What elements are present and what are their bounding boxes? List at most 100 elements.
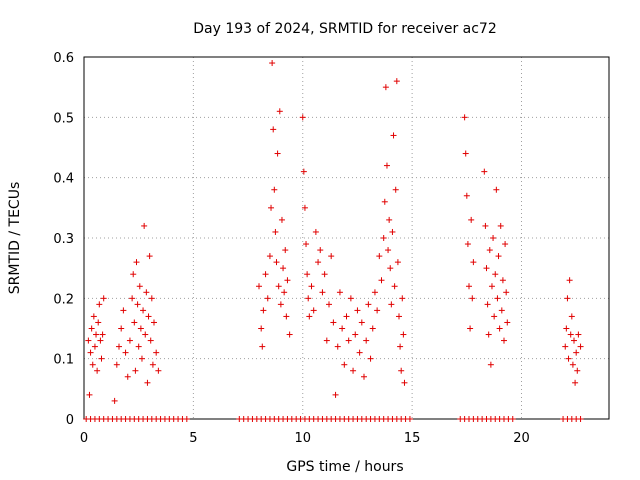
data-point	[87, 349, 94, 356]
data-point	[483, 265, 490, 272]
data-point	[124, 373, 131, 380]
data-point	[509, 416, 516, 422]
data-point	[319, 289, 326, 296]
data-point	[136, 283, 143, 290]
data-point	[85, 337, 92, 344]
data-point	[495, 253, 502, 260]
data-point	[275, 283, 282, 290]
data-point	[361, 373, 367, 380]
data-point	[120, 307, 127, 314]
x-tick-labels: 0 5 10 15 20	[80, 431, 530, 446]
data-point	[496, 325, 503, 332]
data-point	[575, 331, 582, 338]
chart-title: Day 193 of 2024, SRMTID for receiver ac7…	[193, 21, 497, 37]
y-tick-labels: 0 0.1 0.2 0.3 0.4 0.5 0.6	[53, 51, 74, 428]
data-point	[467, 325, 474, 332]
data-point	[470, 259, 477, 266]
data-point	[358, 319, 365, 326]
data-point	[141, 222, 148, 229]
data-point	[363, 337, 370, 344]
data-point	[277, 301, 284, 308]
data-point	[498, 307, 505, 314]
data-point	[271, 186, 278, 193]
y-tick-label: 0.1	[53, 353, 74, 368]
data-point	[264, 295, 271, 302]
data-point	[573, 349, 580, 356]
data-point	[567, 331, 574, 338]
data-point	[130, 271, 137, 278]
y-tick-label: 0.4	[53, 172, 74, 187]
data-point	[464, 241, 471, 248]
data-point	[256, 283, 262, 290]
data-point	[262, 271, 269, 278]
data-point	[323, 337, 330, 344]
data-point	[143, 289, 150, 296]
data-point	[286, 331, 293, 338]
data-point	[386, 216, 393, 223]
data-point	[391, 283, 398, 290]
data-point	[568, 313, 575, 320]
data-point	[463, 192, 470, 199]
data-point	[378, 277, 385, 284]
data-point	[332, 391, 339, 398]
data-point	[486, 247, 493, 254]
data-point	[272, 228, 279, 235]
data-point	[341, 361, 348, 368]
y-tick-label: 0	[66, 413, 74, 428]
data-point	[356, 349, 363, 356]
data-point	[382, 84, 389, 91]
data-point	[266, 253, 273, 260]
data-point	[504, 319, 511, 326]
data-point	[392, 186, 399, 193]
data-point	[142, 331, 149, 338]
data-point	[493, 186, 500, 193]
y-tick-label: 0.2	[53, 292, 74, 307]
data-point	[258, 325, 265, 332]
x-tick-label: 5	[189, 431, 197, 446]
data-point	[563, 325, 570, 332]
data-point	[367, 355, 374, 362]
data-point	[301, 204, 308, 211]
data-point	[481, 168, 488, 175]
data-point	[153, 349, 160, 356]
data-point	[97, 337, 104, 344]
x-tick-label: 20	[513, 431, 530, 446]
data-point	[354, 307, 361, 314]
data-point	[269, 60, 276, 67]
data-point	[183, 416, 190, 422]
data-point	[374, 307, 381, 314]
data-point	[305, 295, 312, 302]
data-point	[330, 319, 337, 326]
data-point	[308, 283, 315, 290]
data-point	[284, 277, 291, 284]
y-axis-label: SRMTID / TECUs	[7, 182, 23, 295]
data-point	[151, 319, 157, 326]
data-point	[401, 379, 408, 386]
data-point	[565, 355, 572, 362]
data-point	[149, 361, 156, 368]
data-point	[321, 271, 328, 278]
data-point	[491, 313, 498, 320]
data-point	[317, 247, 324, 254]
data-point	[86, 391, 93, 398]
data-point	[328, 253, 335, 260]
data-point	[482, 222, 489, 229]
data-point	[111, 397, 118, 404]
data-point	[468, 216, 475, 223]
data-point	[259, 343, 266, 350]
data-point	[118, 325, 125, 332]
data-point	[155, 367, 162, 374]
data-point	[503, 289, 510, 296]
data-point	[385, 247, 392, 254]
data-point	[492, 271, 499, 278]
data-point	[369, 325, 376, 332]
data-point	[276, 108, 283, 115]
data-point	[147, 337, 154, 344]
data-point	[343, 313, 350, 320]
data-point	[270, 126, 277, 133]
x-tick-label: 10	[294, 431, 311, 446]
data-point	[95, 319, 102, 326]
data-point	[390, 132, 397, 139]
data-point	[490, 235, 497, 241]
